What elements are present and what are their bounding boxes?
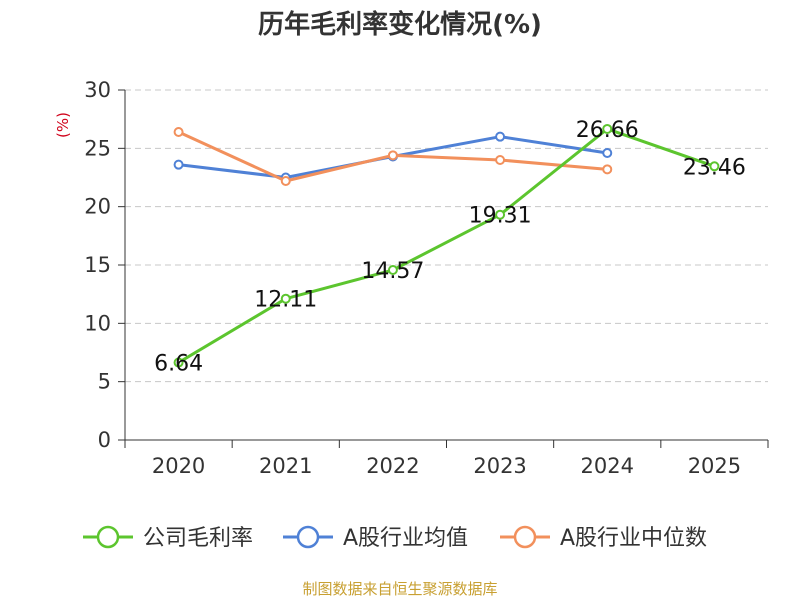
data-labels: 6.64 12.11 14.57 19.31 26.66 23.46: [154, 118, 746, 377]
x-tick-label: 2020: [152, 454, 205, 478]
x-tick-label: 2022: [366, 454, 419, 478]
y-axis-unit: (%): [54, 112, 72, 138]
data-point: [280, 176, 291, 186]
y-tick-label: 0: [98, 428, 111, 452]
legend-item: A股行业中位数: [500, 525, 707, 551]
legend-item: A股行业均值: [283, 525, 468, 551]
data-point: [602, 164, 613, 175]
data-label: 6.64: [154, 352, 203, 377]
data-point: [495, 155, 506, 165]
y-tick-label: 25: [84, 136, 111, 160]
data-point: [387, 150, 398, 161]
data-point: [173, 127, 184, 137]
data-point: [602, 123, 613, 134]
data-label: 19.31: [469, 204, 532, 229]
y-tick-label: 15: [84, 253, 111, 277]
y-tick-label: 20: [84, 195, 111, 219]
data-point: [387, 265, 398, 276]
x-tick-label: 2025: [688, 454, 741, 478]
legend-marker: [96, 525, 120, 549]
x-tick-label: 2021: [259, 454, 312, 478]
data-point: [173, 357, 184, 368]
legend-label: A股行业均值: [343, 526, 468, 551]
y-tick-label: 5: [98, 370, 111, 394]
legend-marker: [513, 525, 537, 549]
legend-item: 公司毛利率: [83, 525, 253, 551]
series-line: [177, 127, 715, 364]
data-label: 26.66: [576, 118, 639, 143]
data-point: [280, 293, 291, 304]
legend: 公司毛利率 A股行业均值 A股行业中位数: [83, 525, 707, 551]
legend-label: A股行业中位数: [560, 526, 707, 551]
legend-marker: [296, 525, 320, 549]
source-note: 制图数据来自恒生聚源数据库: [302, 580, 497, 598]
data-point: [495, 209, 506, 220]
data-point: [602, 148, 613, 158]
data-point: [173, 159, 184, 170]
series-3: [173, 127, 613, 186]
data-label: 12.11: [254, 288, 317, 313]
series-1: [173, 123, 720, 368]
chart-title: 历年毛利率变化情况(%): [258, 9, 542, 40]
data-point: [709, 161, 720, 172]
x-tick-label: 2023: [473, 454, 526, 478]
data-label: 14.57: [361, 259, 424, 284]
data-point: [495, 131, 506, 142]
y-tick-label: 10: [84, 311, 111, 335]
series-layer: [173, 123, 720, 368]
x-tick-label: 2024: [581, 454, 634, 478]
data-label: 23.46: [683, 155, 746, 180]
legend-label: 公司毛利率: [143, 526, 253, 551]
y-tick-label: 30: [84, 78, 111, 102]
